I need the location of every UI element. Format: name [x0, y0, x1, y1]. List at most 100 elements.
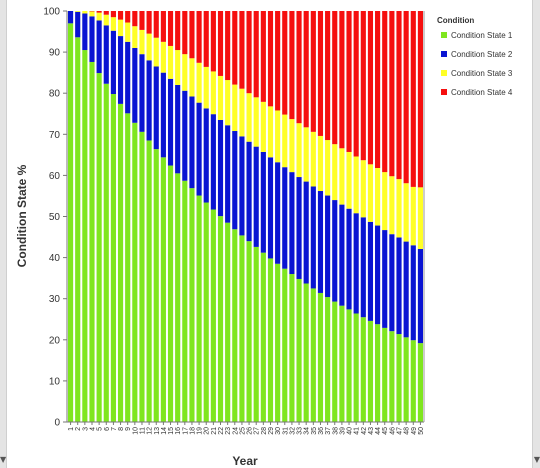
bar-segment-cs4-year-45	[382, 11, 388, 173]
bar-segment-cs1-year-12	[146, 140, 152, 422]
bar-segment-cs1-year-23	[225, 222, 231, 422]
bar-segment-cs2-year-4	[89, 16, 95, 62]
x-tick-label: 12	[147, 427, 154, 435]
x-tick-label: 10	[132, 427, 139, 435]
bar-segment-cs2-year-19	[196, 102, 202, 196]
bar-segment-cs3-year-6	[103, 14, 109, 26]
bar-segment-cs3-year-48	[403, 183, 409, 242]
bar-segment-cs3-year-44	[375, 168, 381, 226]
bar-segment-cs4-year-50	[417, 11, 423, 188]
bar-segment-cs4-year-34	[303, 11, 309, 128]
bar-segment-cs1-year-11	[139, 131, 145, 422]
y-tick-label: 90	[49, 48, 61, 59]
bar-segment-cs1-year-4	[89, 61, 95, 423]
bar-segment-cs3-year-22	[217, 75, 224, 120]
bar-segment-cs1-year-49	[410, 340, 416, 422]
bar-segment-cs2-year-5	[96, 20, 102, 74]
bar-segment-cs4-year-21	[210, 11, 216, 72]
bar-segment-cs3-year-31	[282, 114, 288, 168]
bar-segment-cs3-year-33	[296, 123, 302, 178]
bar-segment-cs2-year-32	[289, 172, 295, 275]
bar-segment-cs1-year-30	[275, 263, 281, 422]
bar-segment-cs3-year-17	[182, 54, 188, 91]
bar-segment-cs1-year-27	[253, 246, 259, 422]
y-tick-label: 100	[43, 7, 60, 18]
bar-segment-cs4-year-36	[317, 11, 324, 136]
bar-segment-cs4-year-30	[275, 11, 281, 111]
bar-segment-cs4-year-6	[103, 11, 109, 15]
bar-segment-cs1-year-42	[360, 317, 366, 422]
bar-segment-cs3-year-3	[82, 11, 88, 14]
bar-segment-cs4-year-35	[310, 11, 316, 132]
bar-segment-cs1-year-17	[182, 180, 188, 422]
legend-label: Condition State 1	[451, 31, 513, 40]
bar-segment-cs3-year-5	[96, 12, 102, 21]
bar-segment-cs3-year-12	[146, 33, 152, 61]
bar-segment-cs2-year-38	[332, 200, 338, 302]
x-tick-label: 35	[311, 427, 318, 435]
window-left-frame	[0, 0, 7, 468]
bar-segment-cs4-year-41	[353, 11, 359, 157]
bar-segment-cs4-year-22	[217, 11, 224, 76]
bar-segment-cs4-year-16	[175, 11, 181, 51]
bar-segment-cs4-year-31	[282, 11, 288, 115]
bar-segment-cs2-year-10	[132, 47, 138, 123]
bar-segment-cs4-year-17	[182, 11, 188, 55]
scroll-left-arrow-icon[interactable]: ▼	[0, 455, 7, 464]
bar-segment-cs2-year-7	[110, 30, 116, 95]
x-tick-label: 16	[175, 427, 182, 435]
bar-segment-cs1-year-31	[282, 268, 288, 422]
bar-segment-cs2-year-43	[367, 221, 374, 321]
x-tick-label: 1	[68, 427, 75, 431]
bar-segment-cs2-year-8	[117, 36, 124, 104]
x-tick-label: 48	[404, 427, 411, 435]
x-tick-label: 46	[389, 427, 396, 435]
scroll-right-arrow-icon[interactable]: ▼	[533, 455, 540, 464]
bar-segment-cs2-year-34	[303, 181, 309, 284]
bar-segment-cs3-year-42	[360, 160, 366, 218]
bar-segment-cs4-year-29	[267, 11, 274, 107]
bar-segment-cs3-year-16	[175, 50, 181, 85]
bar-segment-cs3-year-13	[153, 37, 159, 67]
bar-segment-cs1-year-46	[389, 331, 395, 422]
bar-segment-cs3-year-24	[232, 84, 238, 132]
bar-segment-cs2-year-20	[203, 108, 209, 203]
x-tick-label: 44	[375, 427, 382, 435]
x-tick-label: 30	[275, 427, 282, 435]
bar-segment-cs3-year-46	[389, 176, 395, 235]
bar-segment-cs2-year-22	[217, 119, 224, 217]
bar-segment-cs3-year-50	[417, 187, 423, 249]
bar-segment-cs1-year-34	[303, 283, 309, 422]
bar-segment-cs4-year-37	[325, 11, 331, 141]
bar-segment-cs2-year-44	[375, 225, 381, 325]
bar-segment-cs2-year-48	[403, 241, 409, 338]
x-tick-label: 2	[75, 427, 82, 431]
bar-segment-cs4-year-23	[225, 11, 231, 81]
bar-area	[68, 11, 423, 423]
bar-segment-cs3-year-21	[210, 71, 216, 115]
x-tick-label: 23	[225, 427, 232, 435]
bar-segment-cs1-year-24	[232, 229, 238, 422]
bar-segment-cs2-year-23	[225, 125, 231, 223]
bar-segment-cs1-year-25	[239, 235, 245, 422]
bar-segment-cs1-year-18	[189, 188, 195, 422]
bar-segment-cs2-year-33	[296, 177, 302, 279]
bar-segment-cs2-year-27	[253, 146, 259, 247]
bar-segment-cs1-year-32	[289, 274, 295, 422]
x-tick-label: 47	[397, 427, 404, 435]
bar-segment-cs3-year-41	[353, 156, 359, 214]
bar-segment-cs4-year-11	[139, 11, 145, 30]
bar-segment-cs2-year-49	[410, 245, 416, 341]
bar-segment-cs1-year-41	[353, 313, 359, 422]
x-tick-label: 5	[97, 427, 104, 431]
bar-segment-cs3-year-40	[346, 151, 352, 209]
bar-segment-cs3-year-27	[253, 97, 259, 147]
bar-segment-cs2-year-28	[260, 151, 266, 253]
bar-segment-cs2-year-31	[282, 167, 288, 269]
bar-segment-cs1-year-45	[382, 327, 388, 422]
bar-segment-cs4-year-28	[260, 11, 266, 102]
x-tick-label: 40	[347, 427, 354, 435]
x-tick-label: 31	[282, 427, 289, 435]
bar-segment-cs2-year-21	[210, 114, 216, 210]
